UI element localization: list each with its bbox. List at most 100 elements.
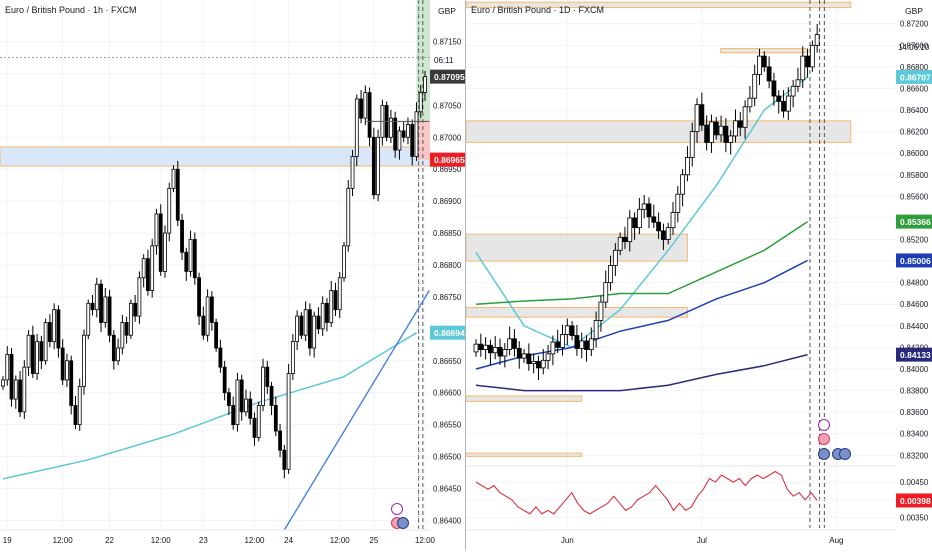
right-candle-body bbox=[752, 74, 758, 99]
right-event-icons bbox=[818, 419, 851, 460]
left-time-label: 12:00 bbox=[53, 536, 74, 545]
right-candle-body bbox=[718, 125, 724, 136]
left-candle-body bbox=[222, 366, 227, 394]
right-zone-top bbox=[465, 1, 852, 9]
left-time-label: 25 bbox=[369, 536, 378, 545]
right-osc-value-label: 0.00398 bbox=[900, 496, 931, 506]
left-candle-body bbox=[90, 302, 95, 311]
left-candle-body bbox=[235, 379, 240, 426]
right-dividend-icon-3 bbox=[839, 448, 851, 460]
right-ema-green-value-label: 0.85366 bbox=[900, 217, 931, 227]
left-lightning-icon bbox=[391, 503, 403, 515]
left-candle-body bbox=[103, 296, 108, 323]
right-ma-cyan bbox=[475, 76, 809, 349]
left-candle-body bbox=[39, 341, 44, 362]
left-candle-body bbox=[154, 213, 159, 247]
left-ytick-label: 0.87050 bbox=[433, 101, 462, 110]
left-candle-body bbox=[124, 322, 129, 336]
right-ytick-label: 0.86600 bbox=[900, 84, 929, 93]
left-candle-body bbox=[188, 239, 193, 272]
right-candle-body bbox=[685, 157, 690, 176]
left-candle-body bbox=[342, 245, 346, 279]
left-candles bbox=[1, 70, 427, 479]
right-candle-body bbox=[492, 347, 498, 354]
right-candle-body bbox=[545, 353, 551, 361]
right-candle-body bbox=[512, 338, 517, 349]
left-ytick-label: 0.86600 bbox=[433, 389, 462, 398]
right-candle-body bbox=[622, 236, 628, 243]
left-candle-body bbox=[303, 309, 308, 336]
right-currency-label: GBP bbox=[905, 6, 923, 16]
right-candle-body bbox=[694, 104, 700, 133]
left-time-label: 24 bbox=[284, 536, 293, 545]
left-candle-body bbox=[256, 405, 261, 438]
right-ytick-label: 0.83600 bbox=[900, 408, 929, 417]
right-candles bbox=[473, 24, 820, 381]
left-ytick-label: 0.86950 bbox=[433, 165, 462, 174]
right-price-axis-bg bbox=[896, 0, 932, 550]
left-stop-level-label: 0.86965 bbox=[434, 155, 465, 165]
right-ma-green bbox=[475, 220, 809, 305]
left-candle-body bbox=[141, 258, 146, 279]
right-ema-blue-value-label: 0.85006 bbox=[900, 256, 931, 266]
right-ytick-label: 0.86000 bbox=[900, 149, 929, 158]
right-candle-body bbox=[593, 320, 599, 340]
left-candle-body bbox=[73, 405, 78, 426]
left-candle-body bbox=[410, 124, 415, 157]
left-candle-body bbox=[350, 156, 355, 189]
left-price-axis-bg bbox=[430, 0, 465, 550]
left-candle-body bbox=[69, 360, 74, 406]
left-candle-body bbox=[363, 92, 368, 119]
right-candle-body bbox=[540, 359, 546, 369]
right-ytick-label: 0.85200 bbox=[900, 236, 929, 245]
left-ytick-label: 0.86900 bbox=[433, 197, 462, 206]
right-osc-tick-label: 0.00350 bbox=[900, 513, 929, 522]
left-candle-body bbox=[308, 309, 312, 349]
right-ytick-label: 0.84400 bbox=[900, 322, 929, 331]
right-candle-body bbox=[574, 335, 580, 349]
chart-1h-svg[interactable]: Euro / British Pound · 1h · FXCM GBP 0.871… bbox=[0, 0, 465, 550]
left-candle-body bbox=[56, 309, 61, 349]
chart-panel-1d[interactable]: Euro / British Pound · 1D · FXCM GBP 0.872… bbox=[465, 0, 932, 550]
right-ema-cyan-value-label: 0.86707 bbox=[900, 72, 931, 82]
chart-panel-1h[interactable]: Euro / British Pound · 1h · FXCM GBP 0.871… bbox=[0, 0, 465, 550]
left-grid bbox=[0, 0, 430, 530]
right-candle-body bbox=[526, 353, 532, 364]
left-last-price-label: 0.87095 bbox=[434, 72, 465, 82]
right-candle-body bbox=[709, 121, 714, 143]
right-candle-body bbox=[579, 340, 585, 349]
left-currency-label: GBP bbox=[438, 6, 456, 16]
right-candle-body bbox=[656, 221, 661, 232]
right-candle-body bbox=[536, 361, 541, 369]
right-ma-blue bbox=[475, 259, 808, 370]
right-candle-body bbox=[502, 349, 508, 357]
left-candle-body bbox=[158, 213, 163, 272]
left-candle-body bbox=[214, 322, 219, 349]
left-dividend-icon bbox=[397, 517, 409, 529]
left-candle-body bbox=[197, 277, 201, 317]
right-candle-body bbox=[689, 131, 695, 158]
left-candle-body bbox=[77, 385, 82, 426]
left-candle-body bbox=[107, 296, 112, 336]
panel-divider[interactable] bbox=[465, 0, 466, 550]
left-candle-body bbox=[359, 98, 363, 119]
right-time-axis: Jun Jul Aug bbox=[466, 529, 896, 545]
right-ytick-label: 0.87200 bbox=[900, 20, 929, 29]
right-price-axis: GBP 0.87200 0.87000 0.86800 0.86600 0.86400 0.… bbox=[896, 0, 932, 550]
right-candle-body bbox=[632, 217, 637, 229]
left-candle-body bbox=[273, 405, 278, 432]
chart-1d-svg[interactable]: Euro / British Pound · 1D · FXCM GBP 0.872… bbox=[465, 0, 932, 550]
left-candle-body bbox=[192, 239, 197, 279]
left-time-axis: 19 12:00 22 12:00 23 12:00 24 12:00 25 12:00 bbox=[0, 529, 436, 545]
left-candle-body bbox=[99, 283, 103, 323]
left-candle-body bbox=[299, 315, 304, 336]
left-candle-body bbox=[325, 302, 329, 323]
left-candle-body bbox=[312, 315, 317, 349]
left-moving-average bbox=[2, 332, 417, 480]
left-candle-body bbox=[269, 385, 274, 406]
right-ytick-label: 0.85600 bbox=[900, 192, 929, 201]
left-candle-body bbox=[248, 398, 253, 419]
right-candle-body bbox=[473, 343, 479, 353]
left-candle-body bbox=[111, 334, 116, 362]
right-candle-body bbox=[809, 44, 815, 68]
